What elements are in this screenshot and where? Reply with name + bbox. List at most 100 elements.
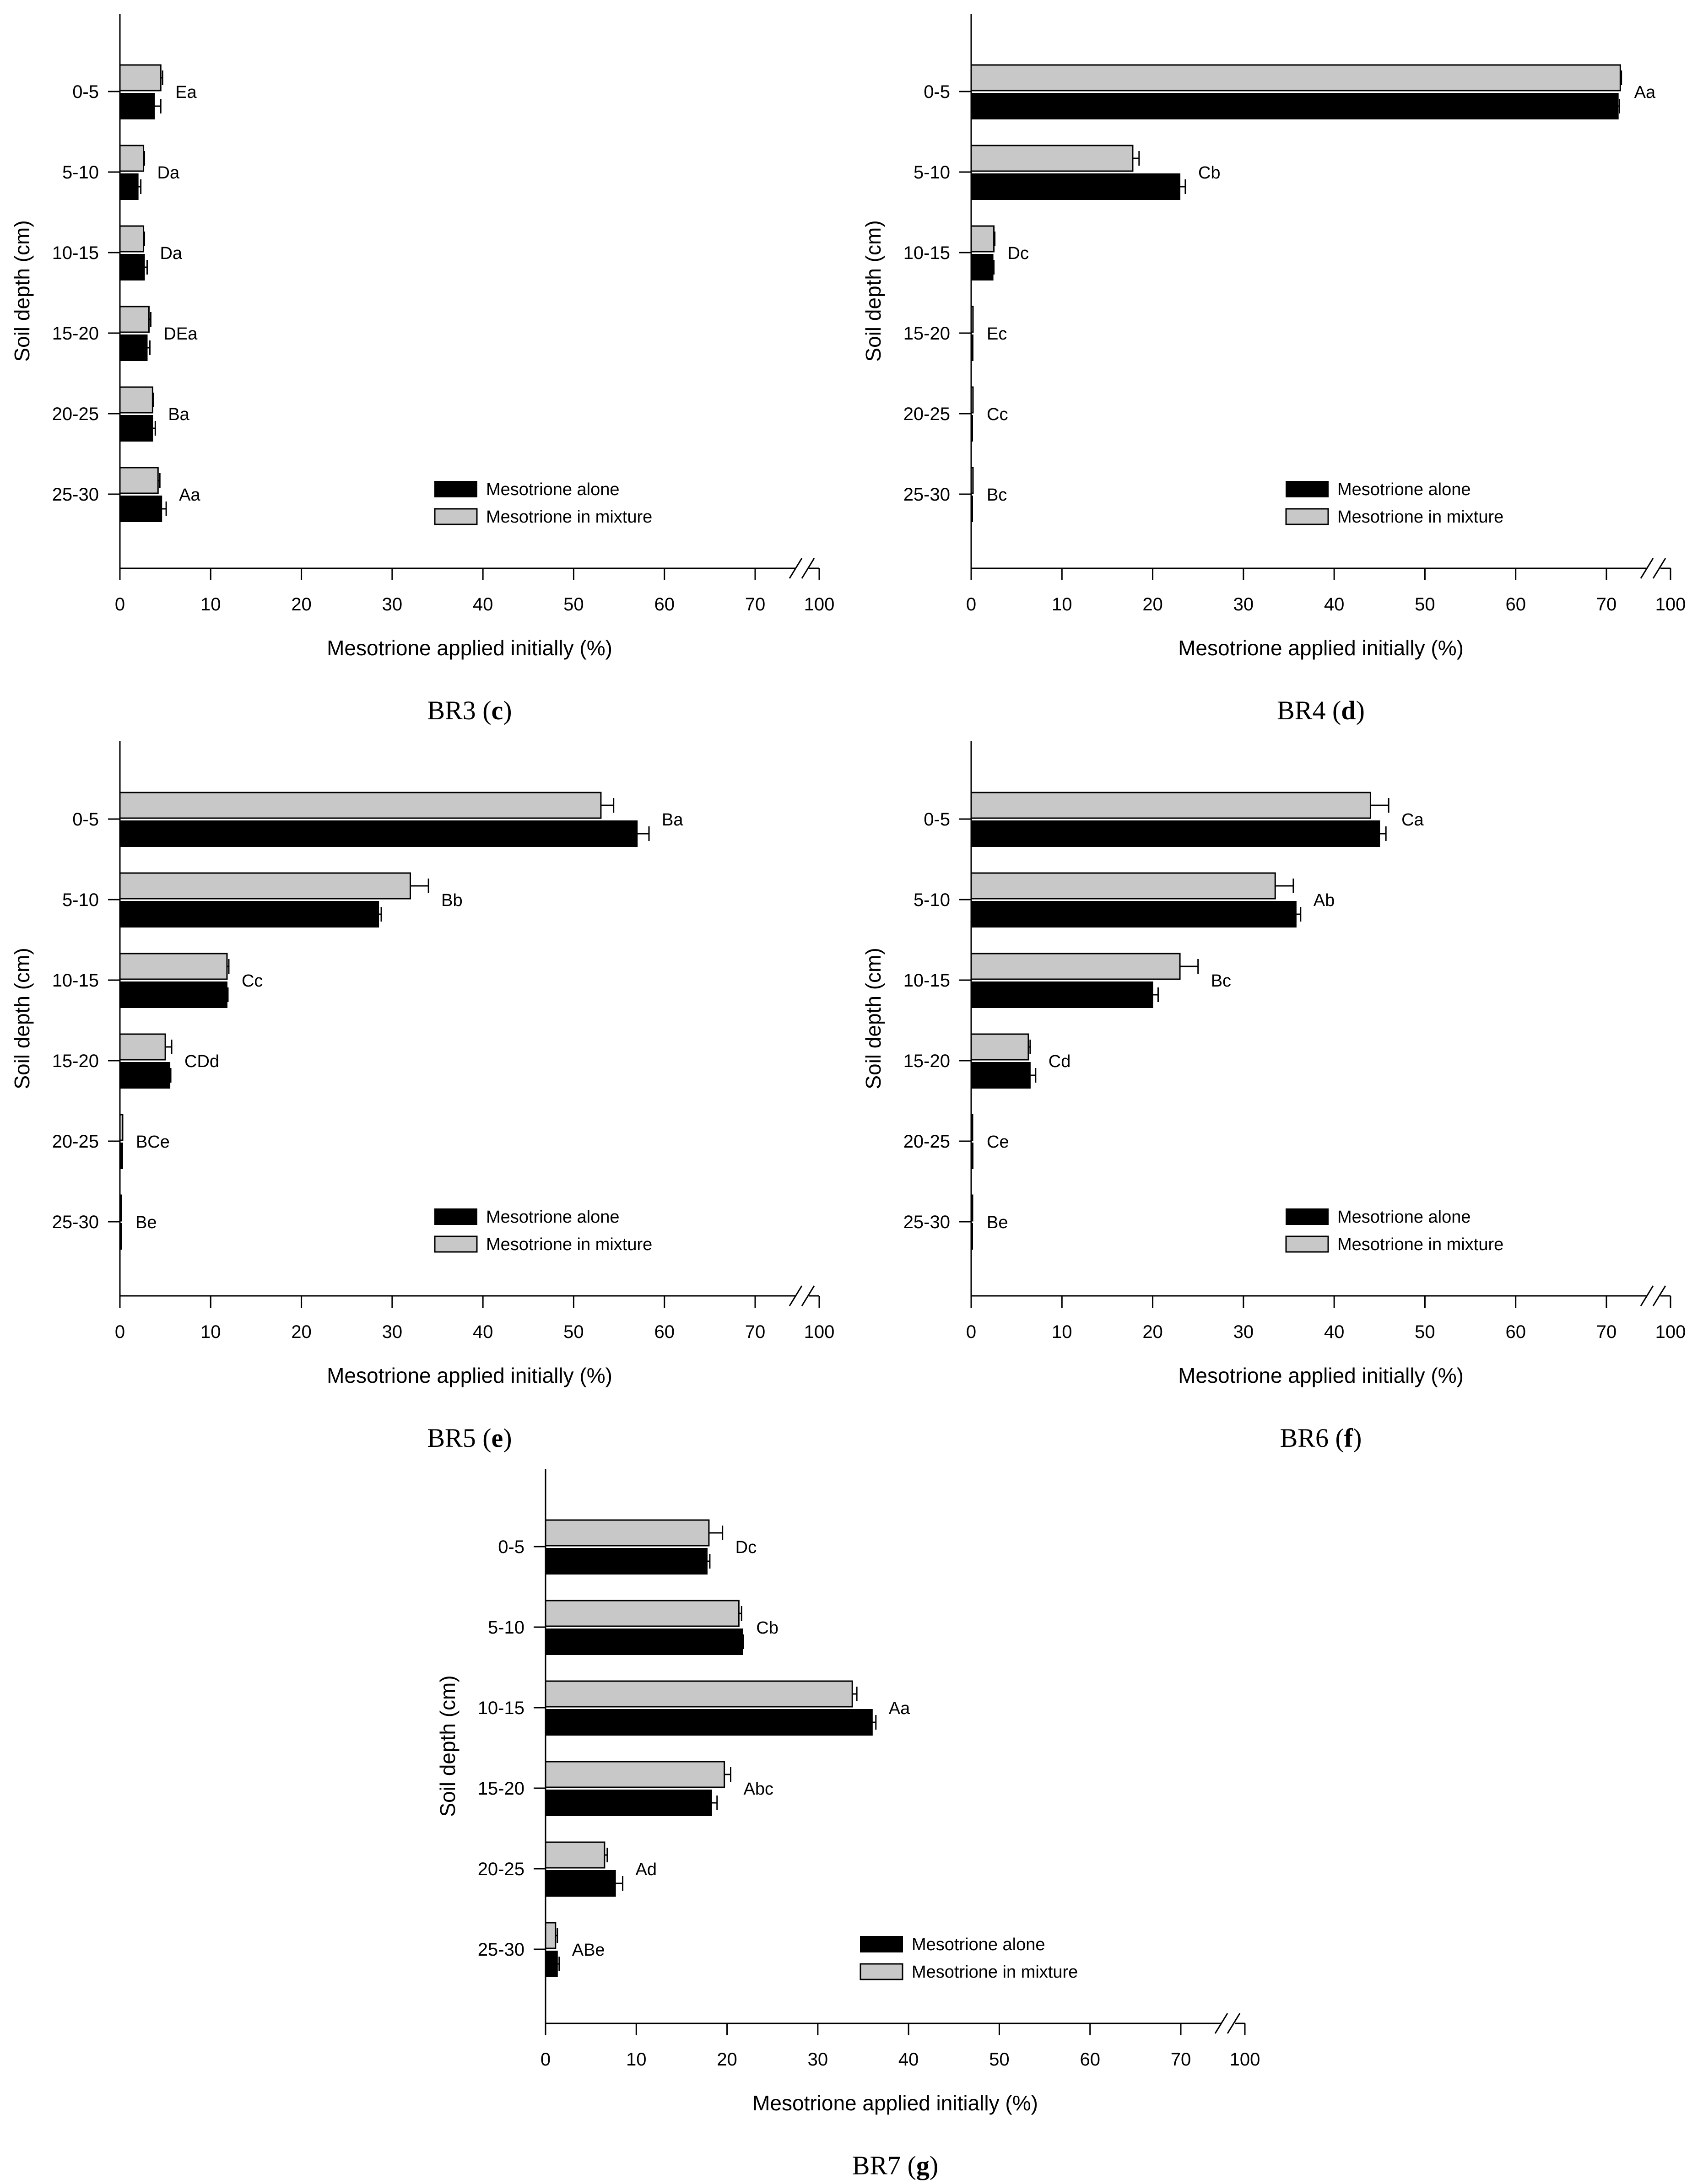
legend-swatch-mixture (860, 1963, 903, 1980)
bar-alone (119, 93, 155, 119)
significance-label: ABe (572, 1941, 605, 1960)
panel-caption: BR3 (c) (427, 696, 512, 725)
x-tick-label: 0 (966, 1322, 976, 1342)
x-tick-label: 60 (1080, 2049, 1100, 2070)
bar-mixture (545, 1922, 557, 1949)
caption-prefix: BR6 ( (1280, 1423, 1344, 1453)
y-tick-label: 20-25 (903, 1132, 950, 1152)
bar-alone (971, 415, 973, 442)
bar-mixture (545, 1680, 853, 1708)
x-tick-label: 20 (291, 1322, 312, 1342)
legend-swatch-mixture (1285, 508, 1329, 525)
bar-mixture (545, 1600, 740, 1627)
x-tick-label: 0 (115, 1322, 125, 1342)
y-tick-label: 10-15 (52, 243, 99, 263)
y-tick-label: 20-25 (478, 1859, 524, 1879)
significance-label: Abc (744, 1780, 773, 1799)
y-tick-label: 10-15 (903, 243, 950, 263)
x-tick-label: 20 (1142, 1322, 1163, 1342)
bar-mixture (119, 145, 145, 172)
bar-alone (119, 901, 379, 928)
x-axis-title: Mesotrione applied initially (%) (327, 636, 612, 660)
significance-label: Dc (735, 1538, 757, 1557)
significance-label: Aa (179, 485, 200, 505)
bar-mixture (545, 1519, 710, 1547)
significance-label: Cd (1049, 1052, 1071, 1071)
bar-alone (971, 901, 1297, 928)
significance-label: Ba (662, 810, 683, 830)
x-tick-label: 0 (541, 2049, 551, 2070)
bar-alone (119, 981, 227, 1008)
bar-mixture (970, 1114, 973, 1141)
bar-alone (971, 981, 1153, 1008)
significance-label: Ea (175, 83, 197, 102)
chart-br4: 0 10 20 30 40 50 60 70 100 Mesotrione applied ini… (861, 14, 1686, 725)
x-tick-label: 70 (1596, 1322, 1617, 1342)
caption-prefix: BR3 ( (427, 696, 491, 725)
significance-label: Bc (1211, 971, 1231, 991)
bar-alone (971, 1143, 973, 1169)
y-tick-label: 5-10 (62, 890, 99, 910)
legend-swatch-mixture (1285, 1235, 1329, 1253)
legend-label-mixture: Mesotrione in mixture (912, 1963, 1078, 1982)
chart-br3: 0 10 20 30 40 50 60 70 100 Mesotrione applied ini… (10, 14, 834, 725)
x-axis-title: Mesotrione applied initially (%) (327, 1364, 612, 1387)
y-tick-label: 25-30 (903, 485, 950, 505)
y-tick-label: 10-15 (478, 1698, 524, 1718)
bar-mixture (119, 386, 153, 414)
x-tick-label: 40 (1324, 594, 1345, 615)
bar-alone (971, 93, 1619, 119)
x-tick-label: 30 (382, 1322, 403, 1342)
significance-label: Be (135, 1213, 157, 1232)
caption-prefix: BR4 ( (1277, 696, 1341, 725)
panel-br7: 0 10 20 30 40 50 60 70 100 Mesotrione applied ini… (426, 1455, 1277, 2184)
legend-swatch-alone (1286, 1208, 1329, 1225)
y-tick-label: 25-30 (52, 485, 99, 505)
x-axis-title: Mesotrione applied initially (%) (1178, 1364, 1464, 1387)
x-tick-label: 40 (473, 1322, 493, 1342)
legend-swatch-alone (1286, 481, 1329, 497)
legend-label-mixture: Mesotrione in mixture (1337, 1235, 1503, 1254)
y-axis-title: Soil depth (cm) (861, 948, 885, 1089)
legend: Mesotrione alone Mesotrione in mixture (1285, 480, 1503, 527)
axis-break-mark (801, 1285, 815, 1306)
y-tick-label: 15-20 (52, 1051, 99, 1071)
axis-break-mark (1652, 1285, 1666, 1306)
bar-mixture (970, 225, 995, 253)
y-tick-label: 5-10 (62, 162, 99, 183)
bar-alone (545, 1870, 616, 1897)
x-tick-label: 40 (1324, 1322, 1345, 1342)
significance-label: DEa (163, 324, 198, 344)
legend-swatch-alone (434, 481, 477, 497)
bar-alone (119, 496, 162, 522)
bar-mixture (545, 1761, 725, 1788)
bar-mixture (970, 1194, 973, 1222)
caption-suffix: ) (1356, 696, 1365, 725)
panel-br6: 0 10 20 30 40 50 60 70 100 Mesotrione applied ini… (851, 728, 1703, 1455)
y-tick-label: 20-25 (52, 404, 99, 424)
significance-label: Cc (987, 405, 1008, 424)
x-tick-label: 50 (563, 594, 584, 615)
bar-mixture (119, 225, 145, 253)
significance-label: BCe (136, 1132, 170, 1152)
x-tick-label: 10 (1052, 1322, 1072, 1342)
x-tick-label: 60 (1505, 594, 1526, 615)
significance-label: Bb (441, 891, 462, 910)
x-tick-label: 0 (966, 594, 976, 615)
chart-br6: 0 10 20 30 40 50 60 70 100 Mesotrione applied ini… (861, 741, 1686, 1453)
legend-swatch-alone (434, 1208, 477, 1225)
significance-label: Be (987, 1213, 1008, 1232)
panel-caption: BR5 (e) (427, 1423, 512, 1453)
y-tick-label: 15-20 (52, 324, 99, 344)
legend-label-alone: Mesotrione alone (912, 1935, 1045, 1954)
caption-letter: c (492, 696, 503, 725)
panel-br4: 0 10 20 30 40 50 60 70 100 Mesotrione applied ini… (851, 0, 1703, 728)
y-tick-label: 25-30 (52, 1212, 99, 1232)
significance-label: Aa (1634, 83, 1656, 102)
bar-alone (971, 254, 994, 280)
caption-prefix: BR7 ( (852, 2151, 916, 2180)
legend-label-mixture: Mesotrione in mixture (486, 507, 652, 527)
legend-label-mixture: Mesotrione in mixture (1337, 507, 1503, 527)
x-tick-label: 10 (626, 2049, 647, 2070)
y-tick-label: 10-15 (903, 971, 950, 991)
